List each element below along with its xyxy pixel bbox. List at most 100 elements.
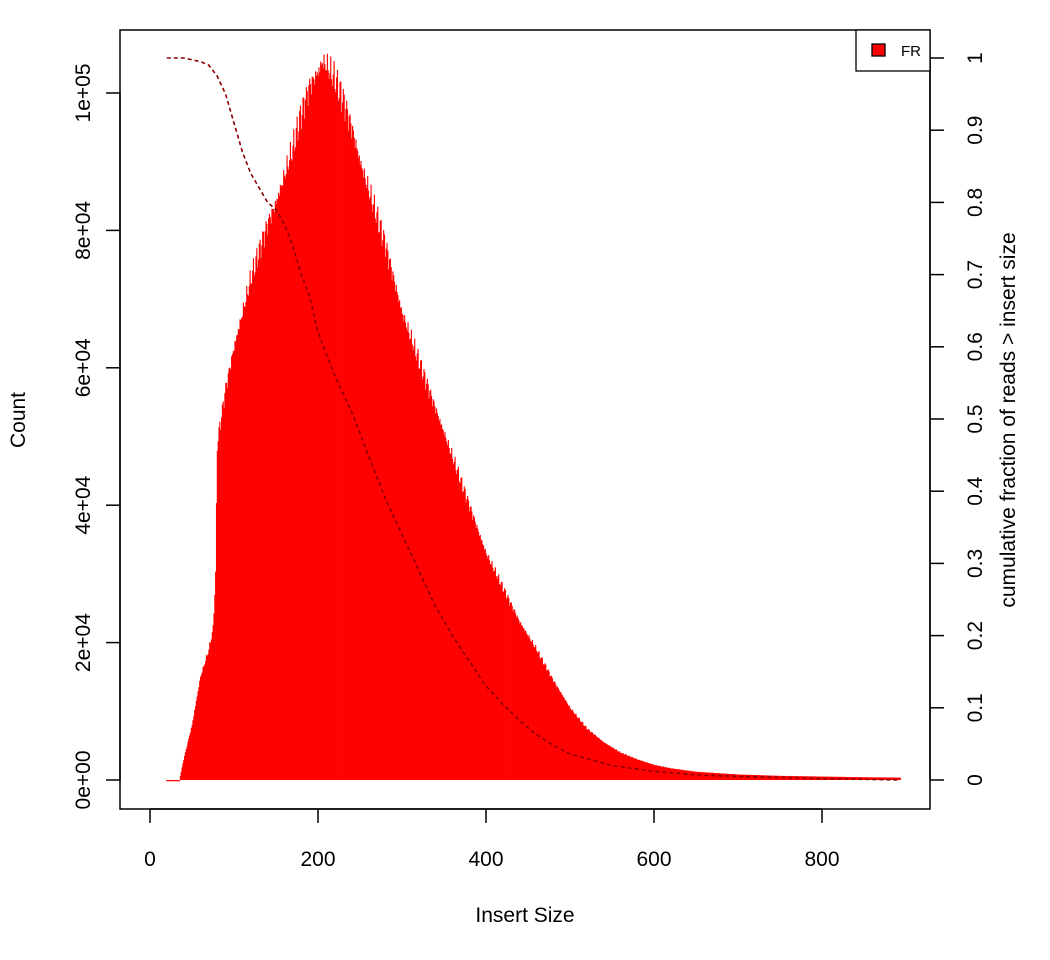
histogram-bar [236,334,239,780]
histogram-bar [430,395,433,780]
histogram-bar [549,676,551,780]
histogram-bar [573,713,575,780]
y2-axis: 0 0.1 0.2 0.3 0.4 0.5 0.6 0.7 0.8 0.9 1 [929,52,987,786]
histogram-bar [274,200,276,780]
histogram-bar [643,761,645,780]
histogram-bar [304,118,306,780]
histogram-bar [253,275,255,780]
histogram-bar [650,763,652,780]
histogram-bar [263,247,265,780]
histogram-bar [820,776,822,780]
histogram-bar [223,408,225,780]
histogram-bar [739,774,741,780]
histogram-bar [667,767,669,780]
histogram-bar [890,777,892,780]
histogram-bar [589,732,591,780]
histogram-bar [331,86,333,781]
histogram-bar [282,185,284,781]
histogram-bar [415,356,417,780]
histogram-bar [215,503,218,780]
histogram-bar [562,695,564,780]
histogram-bar [676,769,678,780]
histogram-bar [720,773,722,780]
histogram-bar [894,777,896,780]
histogram-bar [424,372,426,780]
histogram-bar [390,267,392,780]
histogram-bar [304,99,307,781]
histogram-bar [357,157,360,780]
histogram-bar [226,382,228,780]
histogram-bar [873,777,875,780]
histogram-bar [255,256,257,780]
histogram-bar [478,531,480,780]
x-tick-label: 0 [144,848,156,871]
histogram-bar [175,780,177,782]
histogram-bar [505,598,507,780]
histogram-bar [898,777,900,780]
histogram-bar [555,684,557,780]
histogram-bar [581,721,583,780]
histogram-bar [260,258,262,780]
histogram-bar [657,765,659,780]
histogram-bar [881,777,883,780]
histogram-bar [582,722,584,780]
histogram-bar [502,591,504,780]
histogram-bar [572,712,575,780]
histogram-bar [224,393,226,780]
legend-swatch-fr [871,43,886,57]
histogram-bar [474,521,476,780]
histogram-bar [583,726,585,780]
histogram-bar [668,767,670,780]
histogram-bar [442,430,444,780]
histogram-bar [434,406,436,780]
histogram-bar [377,206,379,780]
histogram-bar [665,767,667,780]
histogram-bar [476,524,478,780]
histogram-bar [450,453,452,780]
histogram-bar [723,773,725,780]
histogram-bar [333,61,335,781]
histogram-bar [727,773,729,780]
histogram-bar [379,220,381,781]
histogram-bar [295,127,297,781]
histogram-bar [663,767,665,780]
histogram-bar [268,213,270,781]
histogram-bar [836,776,838,780]
histogram-bar [499,585,501,780]
histogram-bar [682,769,684,780]
histogram-bar [463,486,465,780]
histogram-bar [399,299,401,780]
histogram-bar [187,741,189,780]
histogram-bar [457,469,459,780]
histogram-bar [532,644,534,780]
histogram-bar [215,571,217,780]
histogram-bar [519,623,521,780]
histogram-bar [211,632,213,780]
histogram-bar [216,450,218,780]
histogram-bar [827,776,829,780]
histogram-bar [835,776,837,780]
histogram-bar [563,697,565,780]
histogram-bar [599,739,601,780]
histogram-bar [758,775,760,780]
histogram-bar [848,777,850,780]
histogram-bar [512,611,514,780]
histogram-bar [509,605,511,780]
histogram-bar [205,661,207,780]
histogram-bar [478,535,480,780]
histogram-bar [557,688,559,780]
histogram-bar [579,721,581,780]
histogram-bar [546,670,548,780]
histogram-bar [208,649,210,780]
histogram-bar [170,780,172,782]
histogram-bar [467,500,470,780]
histogram-bar [218,427,220,780]
histogram-bar [229,367,231,780]
x-axis-label: Insert Size [475,904,574,927]
histogram-bar [548,671,550,780]
histogram-bar [184,752,186,780]
histogram-bar [405,327,407,780]
histogram-bar [199,676,202,780]
histogram-bar [207,654,209,780]
histogram-bar [206,655,208,780]
